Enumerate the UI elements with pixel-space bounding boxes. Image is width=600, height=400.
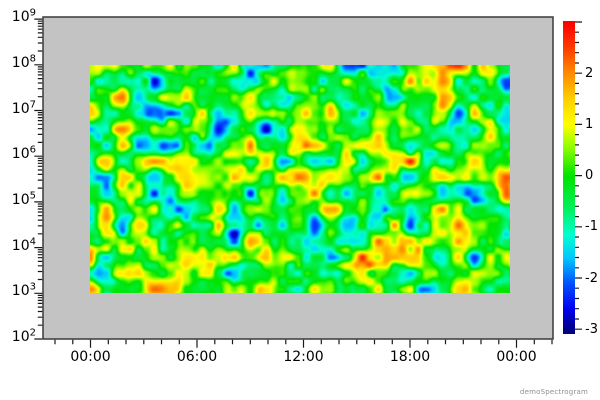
watermark: demoSpectrogram: [519, 388, 588, 396]
colorbar-label: -3: [585, 321, 598, 337]
spectrogram-heatmap: [90, 65, 510, 293]
y-axis-label: 105: [11, 190, 36, 208]
y-axis-label: 107: [11, 98, 36, 117]
y-axis-exponent: 8: [29, 53, 36, 65]
y-axis-label: 106: [11, 144, 36, 163]
y-axis-exponent: 3: [29, 281, 36, 293]
x-axis-label: 00:00: [70, 349, 111, 365]
x-axis-label: 12:00: [283, 349, 324, 365]
y-axis-exponent: 5: [29, 190, 36, 202]
colorbar-label: 0: [585, 168, 594, 184]
y-axis-label: 102: [11, 327, 36, 345]
y-axis-exponent: 7: [29, 98, 36, 110]
y-axis-label: 108: [11, 53, 36, 71]
y-axis-exponent: 2: [29, 327, 36, 339]
colorbar-gradient: [563, 21, 575, 334]
y-axis-exponent: 9: [29, 7, 36, 19]
x-axis-label: 06:00: [176, 349, 218, 365]
y-axis-label: 103: [11, 281, 36, 300]
y-axis-exponent: 6: [29, 144, 36, 156]
y-axis-exponent: 4: [29, 235, 36, 247]
colorbar-label: -1: [585, 219, 598, 235]
colorbar-label: -2: [585, 270, 598, 286]
y-axis-label: 104: [11, 235, 36, 254]
colorbar-label: 2: [585, 65, 594, 81]
y-axis-label: 109: [11, 7, 36, 26]
colorbar-label: 1: [585, 116, 594, 132]
x-axis-label: 18:00: [389, 349, 431, 365]
x-axis-label: 00:00: [496, 349, 537, 365]
